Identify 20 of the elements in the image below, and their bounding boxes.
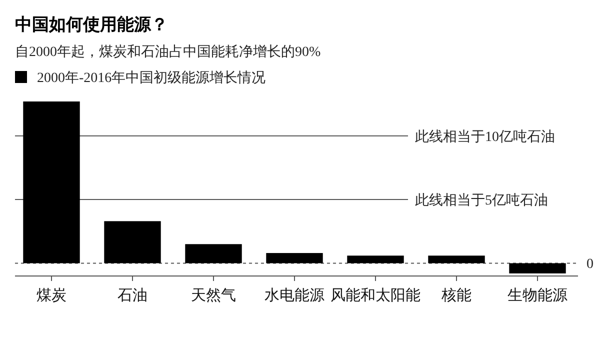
chart-title: 中国如何使用能源？: [15, 15, 168, 35]
x-tick-label: 生物能源: [508, 287, 568, 304]
ref-line-label: 此线相当于5亿吨石油: [415, 192, 548, 208]
x-tick-label: 风能和太阳能: [330, 287, 420, 304]
x-tick-label: 水电能源: [264, 287, 324, 304]
bar: [266, 253, 323, 264]
bar: [185, 244, 242, 264]
x-tick-label: 天然气: [191, 287, 236, 304]
x-tick-label: 煤炭: [36, 287, 66, 304]
bar: [104, 221, 161, 264]
bar: [428, 256, 485, 264]
bar: [347, 256, 404, 264]
x-tick-label: 石油: [118, 287, 148, 304]
chart-subtitle: 自2000年起，煤炭和石油占中国能耗净增长的90%: [15, 44, 321, 60]
x-tick-label: 核能: [440, 287, 472, 304]
legend-label: 2000年-2016年中国初级能源增长情况: [37, 70, 266, 86]
ref-line-label: 此线相当于10亿吨石油: [415, 128, 555, 145]
bar: [23, 101, 80, 264]
text: 0: [586, 257, 594, 272]
bar: [509, 263, 566, 274]
